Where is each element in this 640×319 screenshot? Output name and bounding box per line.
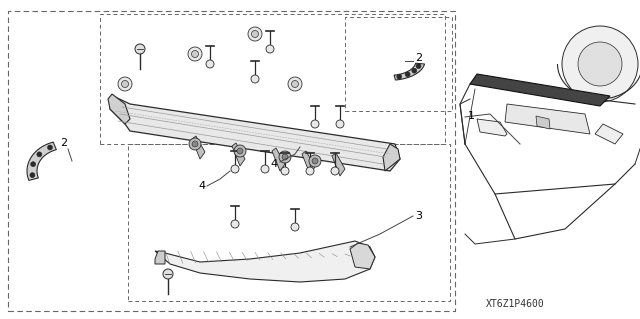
Polygon shape [595, 124, 623, 144]
Polygon shape [470, 74, 610, 106]
Circle shape [291, 80, 298, 87]
Polygon shape [332, 153, 345, 176]
Polygon shape [505, 104, 590, 134]
Polygon shape [394, 63, 424, 80]
Circle shape [135, 44, 145, 54]
Circle shape [261, 165, 269, 173]
Circle shape [37, 152, 42, 157]
Polygon shape [155, 241, 375, 282]
Circle shape [188, 47, 202, 61]
Polygon shape [302, 151, 315, 174]
Circle shape [336, 120, 344, 128]
Circle shape [118, 77, 132, 91]
Circle shape [416, 63, 421, 69]
Polygon shape [110, 97, 400, 171]
Circle shape [412, 68, 417, 73]
Circle shape [192, 141, 198, 147]
Polygon shape [477, 119, 507, 136]
Polygon shape [536, 116, 550, 129]
Polygon shape [108, 94, 130, 124]
Circle shape [562, 26, 638, 102]
Polygon shape [27, 142, 56, 180]
Text: 3: 3 [415, 211, 422, 221]
Circle shape [281, 167, 289, 175]
Circle shape [282, 154, 288, 160]
Polygon shape [232, 143, 245, 166]
Circle shape [405, 72, 410, 77]
Polygon shape [272, 148, 285, 171]
Circle shape [279, 151, 291, 163]
Circle shape [288, 77, 302, 91]
Circle shape [206, 60, 214, 68]
Circle shape [306, 167, 314, 175]
Text: 4: 4 [198, 181, 205, 191]
Circle shape [312, 158, 318, 164]
Circle shape [251, 75, 259, 83]
Circle shape [578, 42, 622, 86]
Circle shape [252, 31, 259, 38]
Circle shape [237, 148, 243, 154]
Circle shape [191, 50, 198, 57]
Circle shape [163, 269, 173, 279]
Circle shape [311, 120, 319, 128]
Circle shape [397, 74, 402, 79]
Polygon shape [192, 136, 205, 159]
Text: 1: 1 [468, 111, 475, 121]
Circle shape [189, 138, 201, 150]
Circle shape [122, 80, 129, 87]
Circle shape [47, 145, 52, 150]
Circle shape [231, 165, 239, 173]
Circle shape [234, 145, 246, 157]
Polygon shape [383, 144, 400, 171]
Circle shape [266, 45, 274, 53]
Circle shape [291, 223, 299, 231]
Polygon shape [350, 243, 375, 269]
Circle shape [231, 220, 239, 228]
Text: XT6Z1P4600: XT6Z1P4600 [486, 299, 545, 309]
Circle shape [331, 167, 339, 175]
Circle shape [30, 173, 35, 178]
Circle shape [309, 155, 321, 167]
Circle shape [31, 162, 36, 167]
Text: 2: 2 [415, 53, 422, 63]
Circle shape [248, 27, 262, 41]
Text: 2: 2 [60, 138, 67, 148]
Text: 4: 4 [270, 159, 277, 169]
Polygon shape [155, 251, 165, 264]
